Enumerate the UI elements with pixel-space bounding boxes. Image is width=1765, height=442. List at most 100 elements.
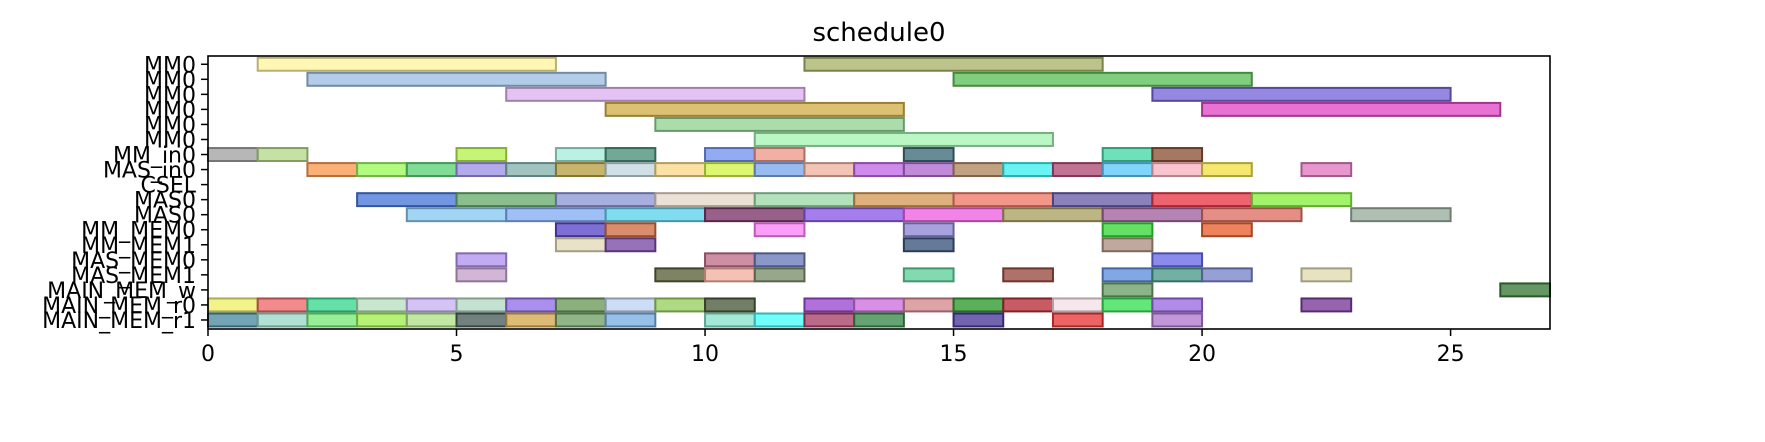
gantt-bar [207,297,259,313]
gantt-bar [902,222,955,238]
gantt-bar [853,297,905,313]
x-axis: 0 5 10 15 20 25 [201,329,1465,367]
gantt-bar [1002,297,1054,313]
gantt-bar [952,162,1005,178]
gantt-bar [505,297,557,313]
gantt-bar [1101,297,1154,313]
gantt-bar [306,312,359,328]
gantt-bar [455,162,508,178]
gantt-bar [554,222,607,238]
gantt-bar [604,222,657,238]
gantt-bar [704,312,756,328]
x-tick-label: 15 [940,342,968,367]
gantt-bar [356,192,458,208]
gantt-bar [1051,297,1104,313]
y-tick-label: MM_MEM0 [81,219,196,244]
y-axis: MM0MM0MM0MM0MM0MM0MM_in0MAS_in0CSELMAS0M… [42,53,208,334]
gantt-bar [704,162,756,178]
gantt-bar [1002,162,1054,178]
gantt-bar [902,147,955,162]
gantt-bar [356,162,408,178]
gantt-bar [654,267,707,283]
gantt-bar [704,207,806,223]
gantt-bar [554,237,607,253]
gantt-bar [803,207,905,223]
gantt-bar [853,192,955,208]
y-tick-label: MAS_in0 [103,159,196,184]
gantt-bar [1101,282,1154,298]
gantt-bar [1151,252,1204,268]
chart-title: schedule0 [812,18,945,48]
gantt-bar [455,312,508,328]
gantt-bar [853,162,905,178]
gantt-bar [554,147,607,162]
y-tick-label: MM0 [144,53,196,78]
y-tick-label: MAIN_MEM_r1 [42,309,196,334]
gantt-bar [554,297,607,313]
gantt-bar [1151,192,1253,208]
y-tick-label: MM_MEM1 [81,234,196,259]
y-tick-label: MM0 [144,83,196,108]
gantt-bar [952,192,1054,208]
gantt-bar [256,312,309,328]
gantt-bar [1300,267,1353,283]
gantt-bar [306,162,359,178]
gantt-bar [803,56,1104,72]
gantt-bar [604,312,657,328]
y-tick-label: MAS0 [134,189,196,214]
gantt-bar [803,312,856,328]
y-tick-label: CSEL [141,174,197,199]
gantt-bar [405,207,508,223]
gantt-bar [902,207,1005,223]
gantt-bar [654,116,905,132]
gantt-bar [1350,207,1452,223]
gantt-bar [1201,162,1253,178]
gantt-bar [654,297,707,313]
gantt-bar [405,162,458,178]
gantt-bar [753,192,856,208]
gantt-bar [902,162,955,178]
gantt-bar [604,237,657,253]
gantt-bar [1300,297,1353,313]
gantt-bar [704,252,756,268]
x-tick-label: 0 [201,342,215,367]
gantt-bar [1151,162,1204,178]
gantt-bar [1300,162,1353,178]
gantt-bar [1002,267,1054,283]
gantt-bar [207,312,259,328]
gantt-bar [604,162,657,178]
gantt-bar [1101,207,1204,223]
gantt-bar [455,252,508,268]
gantt-bar [753,267,806,283]
y-tick-label: MM0 [144,128,196,153]
gantt-bar [604,297,657,313]
y-tick-label: MAS_MEM1 [71,264,196,289]
gantt-bar [1201,207,1303,223]
gantt-bar [1250,192,1353,208]
gantt-bar [753,222,806,238]
gantt-bar [853,312,905,328]
gantt-bar [306,71,607,87]
gantt-bar [704,147,756,162]
x-tick-label: 10 [691,342,719,367]
gantt-bar [1101,147,1154,162]
gantt-bar [306,297,359,313]
y-tick-label: MM0 [144,113,196,138]
gantt-bar [604,101,905,117]
gantt-bar [455,267,508,283]
gantt-bar [1151,297,1204,313]
gantt-bar [1101,222,1154,238]
gantt-bar [455,147,508,162]
gantt-bar [455,192,557,208]
gantt-bar [1151,147,1204,162]
gantt-bar [256,147,309,162]
gantt-bar [554,312,607,328]
gantt-bar [1499,282,1551,298]
gantt-bar [256,56,557,72]
gantt-bar [505,162,557,178]
y-tick-label: MAS0 [134,204,196,229]
gantt-bar [704,267,756,283]
y-tick-label: MM0 [144,68,196,93]
